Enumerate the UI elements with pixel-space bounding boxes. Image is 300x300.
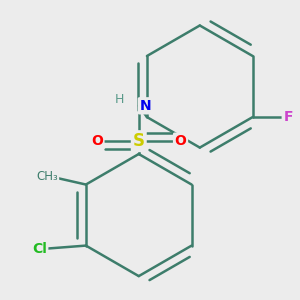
Text: CH₃: CH₃ — [36, 170, 58, 183]
Text: O: O — [91, 134, 103, 148]
Text: Cl: Cl — [32, 242, 47, 256]
Text: F: F — [283, 110, 293, 124]
Text: O: O — [175, 134, 187, 148]
Text: N: N — [140, 99, 151, 113]
Text: H: H — [115, 93, 124, 106]
Text: S: S — [133, 132, 145, 150]
